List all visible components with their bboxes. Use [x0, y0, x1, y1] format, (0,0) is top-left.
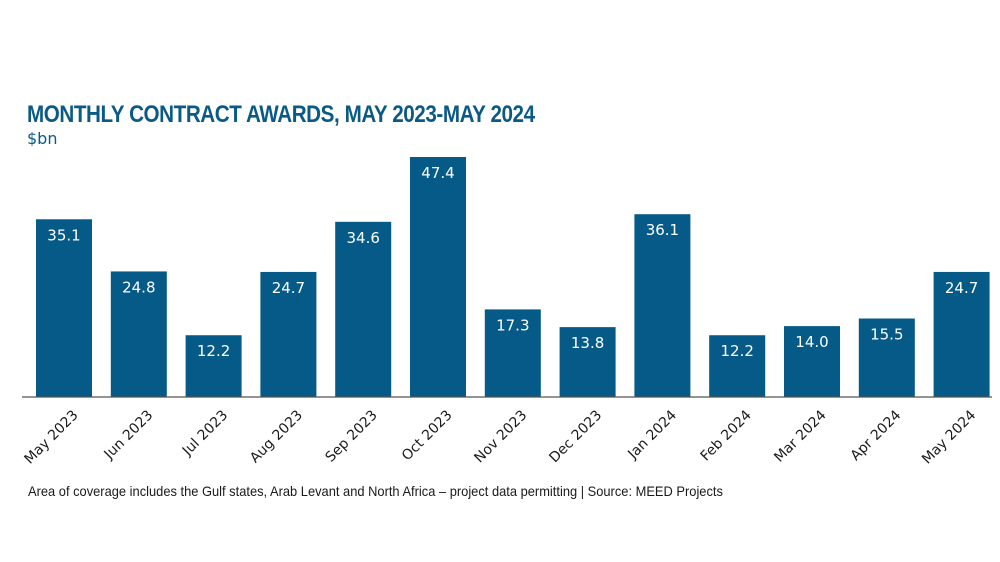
bar-0	[36, 219, 92, 397]
bar-value-label: 24.7	[272, 279, 305, 297]
x-tick-label: Aug 2023	[247, 407, 306, 466]
bar-7	[559, 327, 616, 397]
bar-value-label: 34.6	[346, 229, 379, 247]
x-tick-label: Apr 2024	[848, 407, 905, 464]
bar-3	[260, 271, 317, 397]
bar-12	[933, 271, 990, 397]
bar-9	[709, 335, 766, 397]
bar-value-label: 47.4	[421, 164, 454, 182]
x-tick-label: Nov 2023	[471, 407, 530, 466]
x-tick-label: May 2024	[919, 407, 979, 467]
x-tick-label: Dec 2023	[546, 407, 605, 466]
bar-value-label: 13.8	[571, 334, 604, 352]
bar-value-label: 12.2	[720, 342, 753, 360]
bar-1	[110, 271, 167, 397]
x-tick-label: Sep 2023	[322, 407, 380, 465]
bar-value-label: 12.2	[197, 342, 230, 360]
chart-title: MONTHLY CONTRACT AWARDS, MAY 2023-MAY 20…	[27, 101, 535, 128]
bar-value-label: 17.3	[496, 316, 529, 334]
chart-unit-label: $bn	[27, 129, 58, 148]
bar-10	[784, 326, 840, 397]
bar-5	[410, 157, 466, 397]
x-tick-label: Jul 2023	[179, 407, 231, 459]
x-tick-label: Oct 2023	[399, 407, 456, 464]
bar-value-label: 15.5	[870, 326, 903, 344]
bar-value-label: 35.1	[47, 226, 80, 244]
bar-8	[634, 214, 691, 397]
chart-footnote: Area of coverage includes the Gulf state…	[28, 483, 723, 499]
x-tick-label: Jun 2023	[101, 407, 157, 463]
bar-value-label: 24.8	[122, 278, 155, 296]
x-tick-label: Jan 2024	[624, 407, 680, 463]
bar-value-label: 36.1	[646, 221, 679, 239]
x-tick-label: Feb 2024	[698, 407, 755, 464]
bar-2	[185, 335, 242, 397]
bar-value-label: 14.0	[795, 333, 828, 351]
bar-6	[484, 309, 541, 397]
bar-11	[858, 318, 915, 397]
bar-value-label: 24.7	[945, 279, 978, 297]
x-tick-label: Mar 2024	[771, 407, 829, 465]
x-tick-label: May 2023	[21, 407, 81, 467]
bar-4	[335, 221, 392, 397]
